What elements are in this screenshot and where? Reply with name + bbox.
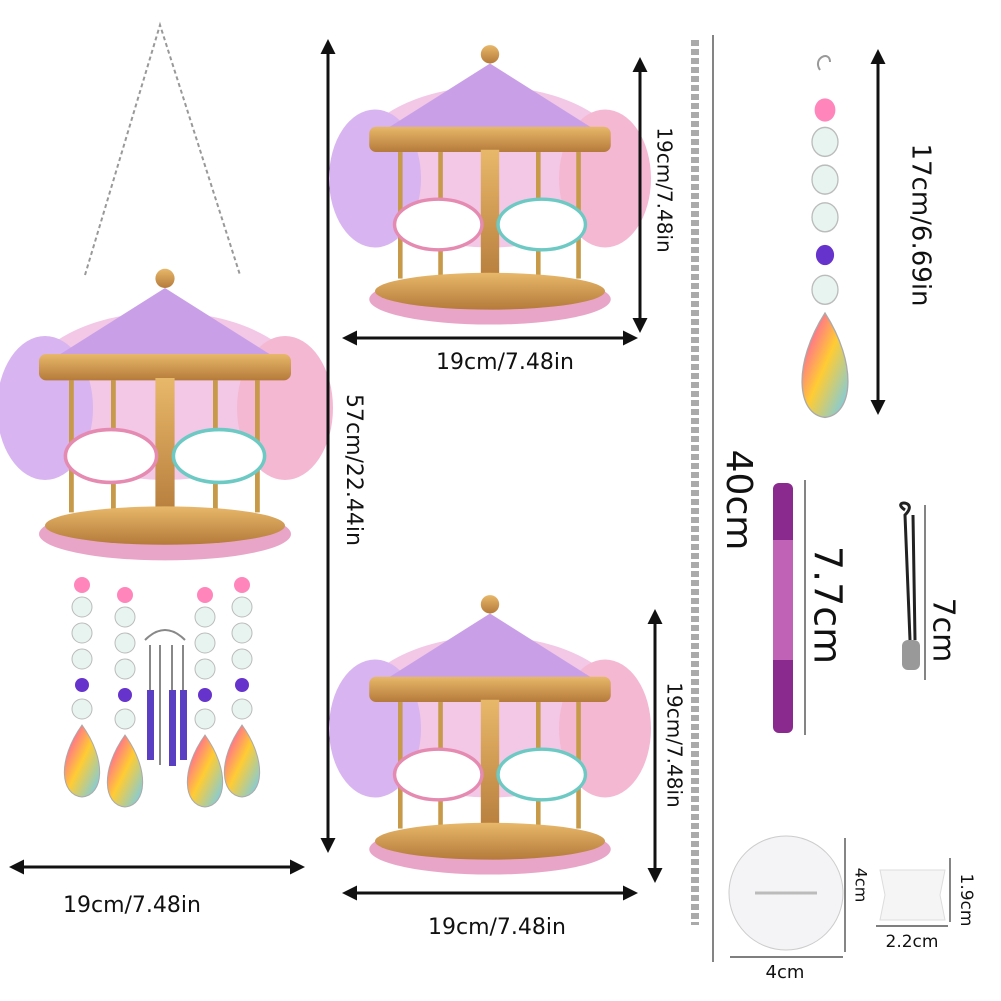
clay-pad — [879, 869, 946, 921]
assembled-chime — [0, 21, 335, 808]
clay-width-label: 2.2cm — [886, 932, 939, 952]
bottom-panel-width-label: 19cm/7.48in — [428, 915, 566, 940]
pendant-length-label: 17cm/6.69in — [906, 143, 936, 306]
chime-width-label: 19cm/7.48in — [63, 893, 201, 918]
bottom-panel — [327, 593, 653, 877]
chime-height-label: 57cm/22.44in — [341, 394, 366, 546]
top-panel-height-label: 19cm/7.48in — [653, 127, 677, 252]
chain-length-label: 40cm — [718, 450, 759, 551]
pen-length-label: 7.7cm — [806, 546, 850, 664]
clay-height-label: 1.9cm — [956, 874, 976, 927]
hook — [899, 501, 917, 641]
hook-length-label: 7cm — [926, 598, 961, 663]
disc-width-label: 4cm — [766, 962, 805, 983]
pendant — [801, 97, 849, 419]
disc-height-label: 4cm — [852, 868, 871, 903]
top-panel-width-label: 19cm/7.48in — [436, 350, 574, 375]
top-panel — [327, 43, 653, 327]
bottom-panel-height-label: 19cm/7.48in — [663, 682, 687, 807]
